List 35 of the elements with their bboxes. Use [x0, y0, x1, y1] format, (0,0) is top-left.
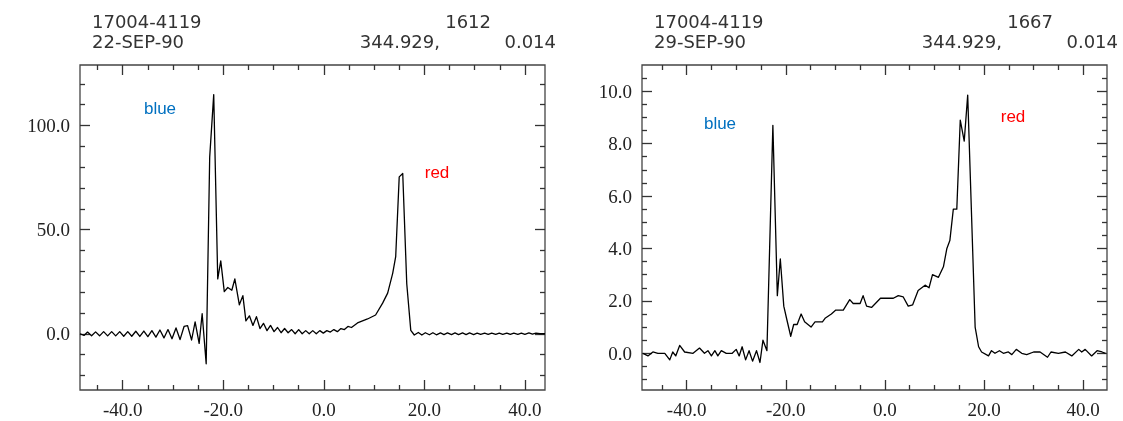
annotation: red [424, 162, 450, 182]
annotation: blue [143, 98, 177, 118]
x-tick-label: 0.0 [873, 399, 897, 420]
y-tick-label: 10.0 [598, 80, 632, 102]
x-tick-label: -20.0 [203, 399, 244, 420]
y-tick-label: 100.0 [27, 114, 70, 136]
y-tick-label: 0.0 [46, 323, 70, 345]
x-tick-label: 40.0 [508, 399, 542, 420]
text: 1667 [1007, 10, 1053, 32]
y-tick-label: 0.0 [608, 342, 632, 364]
x-tick-label: 20.0 [407, 399, 441, 420]
line-series [642, 94, 1107, 364]
y-tick-label: 4.0 [608, 237, 632, 259]
x-tick-label: 40.0 [1066, 399, 1100, 420]
y-tick-label: 2.0 [608, 290, 632, 312]
x-tick-label: 0.0 [311, 399, 336, 420]
x-tick-label: 20.0 [967, 399, 1001, 420]
text: 22-SEP-90 [92, 30, 185, 52]
x-tick-label: -40.0 [102, 399, 143, 420]
text: 17004-4119 [92, 10, 202, 32]
line-series [79, 93, 546, 365]
text: 17004-4119 [654, 10, 764, 32]
annotation: red [1000, 106, 1026, 126]
x-tick-label: -40.0 [666, 399, 707, 420]
y-tick-label: 50.0 [36, 219, 70, 241]
annotation: blue [703, 113, 737, 133]
text: 1612 [445, 10, 491, 32]
text: 0.014 [1066, 30, 1118, 52]
text: 344.929, [359, 30, 440, 52]
x-tick-label: -20.0 [765, 399, 806, 420]
text: 0.014 [504, 30, 556, 52]
y-tick-label: 8.0 [608, 133, 632, 155]
text: 29-SEP-90 [654, 30, 747, 52]
y-tick-label: 6.0 [608, 185, 632, 207]
text: 344.929, [921, 30, 1002, 52]
